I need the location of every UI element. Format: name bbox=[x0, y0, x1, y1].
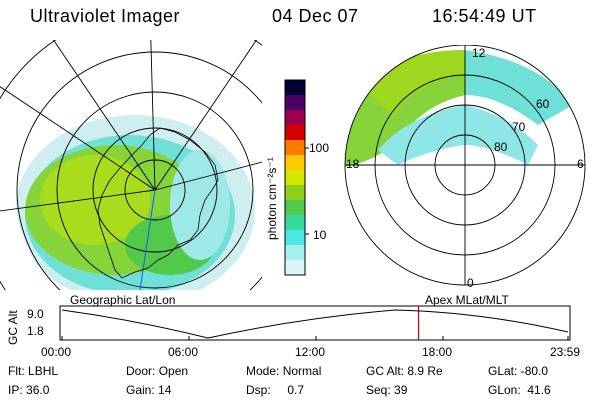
colorbar-segment bbox=[285, 245, 305, 261]
colorbar-segment bbox=[285, 185, 305, 201]
colorbar-segment bbox=[285, 170, 305, 186]
colorbar-segment bbox=[285, 200, 305, 216]
x-tick-0000: 00:00 bbox=[41, 345, 72, 359]
geographic-map bbox=[0, 40, 262, 290]
mlat-label-60: 60 bbox=[536, 97, 550, 111]
mlat-label-70: 70 bbox=[512, 120, 526, 134]
apex-grid bbox=[344, 45, 586, 286]
info-ip: IP: 36.0 bbox=[8, 383, 50, 397]
time-label: 16:54:49 UT bbox=[432, 6, 537, 26]
info-glat: GLat: -80.0 bbox=[488, 364, 549, 378]
x-tick-1200: 12:00 bbox=[295, 345, 326, 359]
antarctica-coastline bbox=[97, 127, 219, 279]
info-glon: GLon: 41.6 bbox=[488, 383, 551, 397]
x-tick-0600: 06:00 bbox=[168, 345, 199, 359]
colorbar-tick-10: 10 bbox=[313, 228, 327, 242]
info-door: Door: Open bbox=[126, 364, 189, 378]
colorbar-segment bbox=[285, 230, 305, 246]
geo-grid bbox=[0, 40, 262, 290]
colorbar-segment bbox=[285, 260, 305, 276]
colorbar-segment bbox=[285, 125, 305, 141]
apex-title: Apex MLat/MLT bbox=[425, 293, 509, 307]
geographic-title: Geographic Lat/Lon bbox=[70, 293, 176, 307]
aurora-image-geo bbox=[15, 115, 255, 290]
mlt-label-6: 6 bbox=[577, 157, 584, 171]
colorbar-segment bbox=[285, 80, 305, 96]
aurora-image-apex bbox=[345, 50, 573, 167]
info-mode: Mode: Normal bbox=[246, 364, 322, 378]
info-flt: Flt: LBHL bbox=[8, 364, 59, 378]
colorbar bbox=[284, 79, 309, 276]
y-tick-1-8: 1.8 bbox=[27, 324, 44, 338]
x-tick-2359: 23:59 bbox=[550, 345, 581, 359]
info-dsp: Dsp: 0.7 bbox=[246, 383, 305, 397]
apex-polar-plot bbox=[344, 45, 586, 286]
date-label: 04 Dec 07 bbox=[272, 6, 359, 26]
colorbar-tick-100: 100 bbox=[309, 141, 330, 155]
info-gain: Gain: 14 bbox=[126, 383, 172, 397]
info-seq: Seq: 39 bbox=[366, 383, 408, 397]
mlt-label-0: 0 bbox=[467, 276, 474, 290]
colorbar-segment bbox=[285, 110, 305, 126]
x-tick-1800: 18:00 bbox=[422, 345, 453, 359]
colorbar-segment bbox=[285, 215, 305, 231]
mlat-label-80: 80 bbox=[494, 140, 508, 154]
colorbar-segment bbox=[285, 95, 305, 111]
y-tick-9: 9.0 bbox=[27, 307, 44, 321]
colorbar-segment bbox=[285, 140, 305, 156]
mlt-label-12: 12 bbox=[472, 46, 486, 60]
info-gc-alt: GC Alt: 8.9 Re bbox=[366, 364, 443, 378]
colorbar-segment bbox=[285, 155, 305, 171]
mlt-label-18: 18 bbox=[346, 157, 360, 171]
colorbar-units-label: photon cm⁻²s⁻¹ bbox=[265, 157, 279, 240]
instrument-title: Ultraviolet Imager bbox=[30, 6, 181, 26]
altitude-plot bbox=[59, 305, 571, 341]
orbit-altitude-curve bbox=[61, 309, 569, 339]
